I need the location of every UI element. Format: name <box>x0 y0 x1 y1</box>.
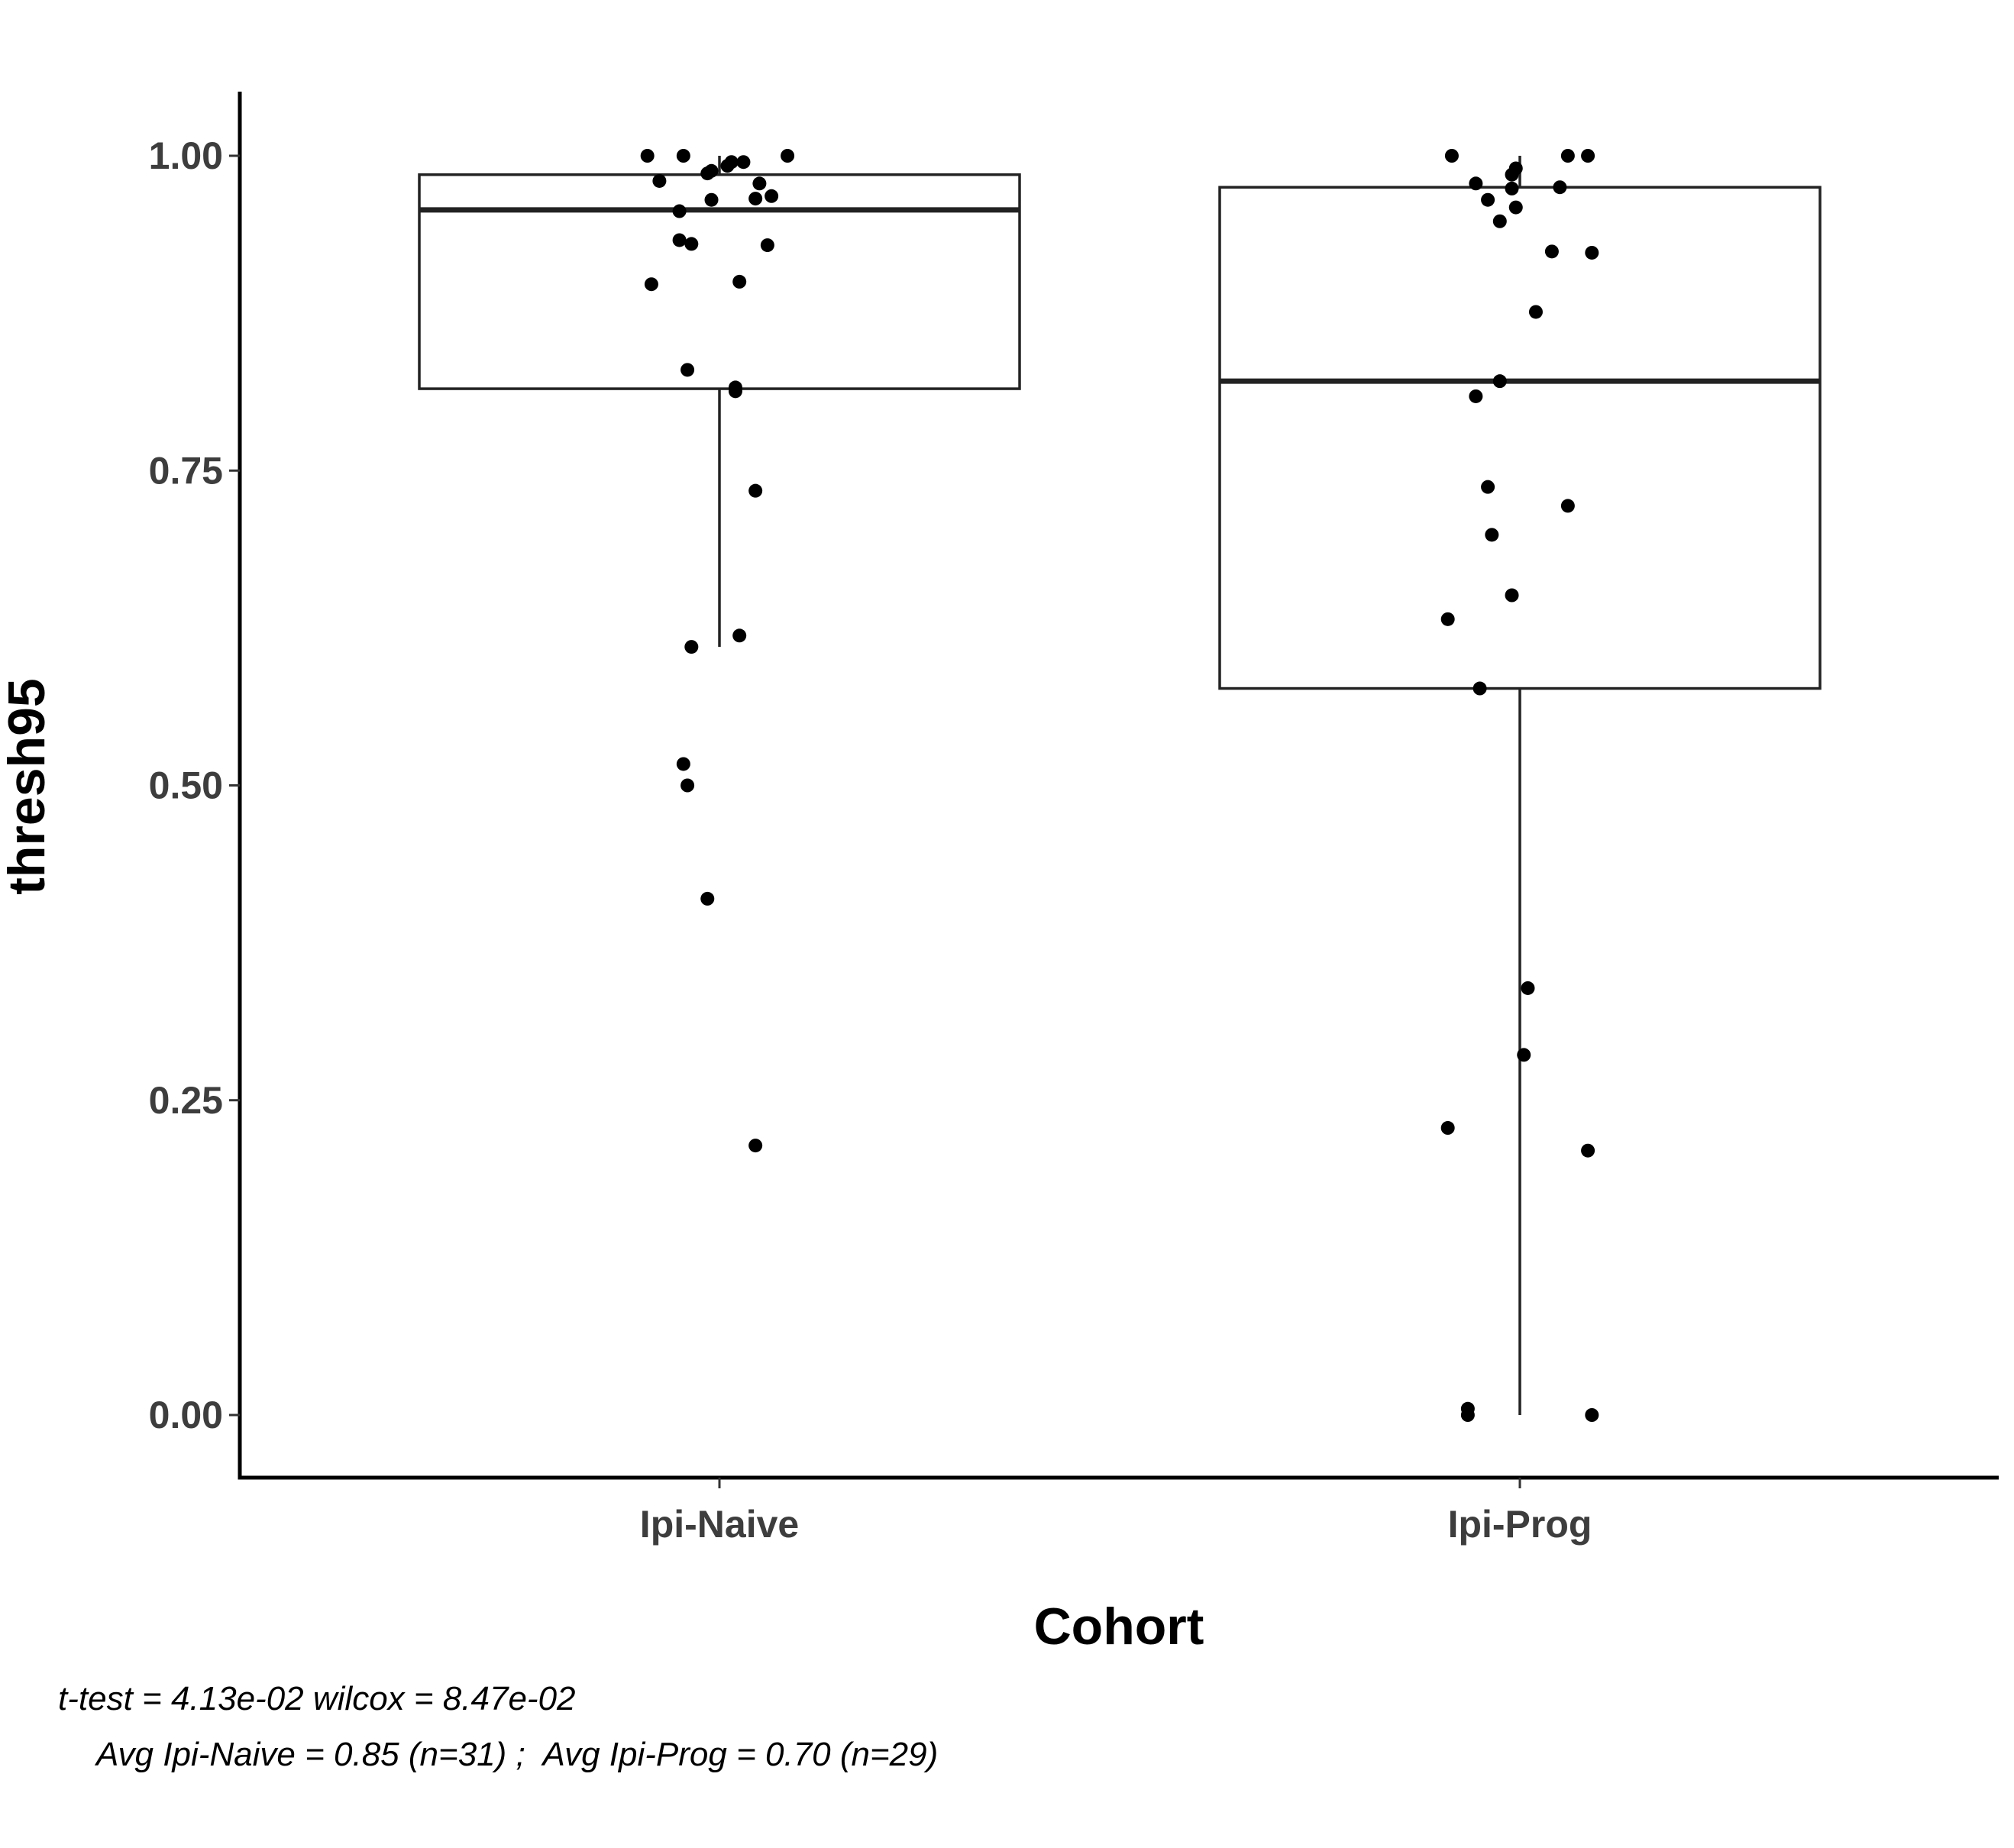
data-point <box>1528 305 1543 319</box>
data-point <box>700 891 715 906</box>
box-iqr <box>418 173 1021 390</box>
data-point <box>760 238 774 253</box>
data-point <box>1585 1408 1599 1422</box>
data-point <box>1505 167 1519 182</box>
data-point <box>644 277 658 292</box>
data-point <box>1553 180 1567 195</box>
data-point <box>1485 528 1499 542</box>
data-point <box>1473 681 1487 696</box>
data-point <box>765 189 779 203</box>
data-point <box>684 640 699 654</box>
data-point <box>1460 1408 1475 1422</box>
data-point <box>748 483 763 498</box>
data-point <box>1469 389 1483 403</box>
data-point <box>1560 149 1575 163</box>
data-point <box>720 159 735 173</box>
data-point <box>672 233 687 247</box>
y-tick-label: 0.75 <box>149 449 223 492</box>
data-point <box>680 363 695 377</box>
data-point <box>732 274 747 289</box>
data-point <box>676 149 690 163</box>
data-point <box>728 384 742 399</box>
y-axis-title: thresh95 <box>0 678 56 894</box>
data-point <box>672 204 687 218</box>
data-point <box>736 155 751 170</box>
data-point <box>1517 1048 1531 1062</box>
y-tick-label: 0.25 <box>149 1079 223 1122</box>
data-point <box>700 166 715 181</box>
box-iqr <box>1218 186 1822 690</box>
x-tick-label: Ipi-Naive <box>640 1503 799 1546</box>
data-point <box>748 192 763 206</box>
stats-caption-line-1: t-test = 4.13e-02 wilcox = 8.47e-02 <box>58 1680 576 1717</box>
data-point <box>748 1139 763 1153</box>
data-point <box>1440 1121 1455 1136</box>
data-point <box>1481 192 1495 207</box>
data-point <box>676 757 690 771</box>
box-Ipi-Naive <box>418 156 1021 648</box>
data-point <box>1444 149 1459 163</box>
data-point <box>680 778 695 793</box>
data-point <box>1581 149 1595 163</box>
data-point <box>640 149 655 163</box>
axes-layer: 0.00 0.25 0.50 0.75 1.00 Ipi-Naive Ipi-Prog <box>149 92 1999 1546</box>
data-point <box>1505 181 1519 195</box>
data-point <box>704 192 719 207</box>
data-point <box>732 628 747 643</box>
x-axis-title: Cohort <box>1034 1598 1204 1656</box>
data-point <box>1481 480 1495 494</box>
points-layer <box>640 149 1599 1422</box>
y-tick-label: 0.50 <box>149 764 223 807</box>
data-point <box>1505 588 1519 603</box>
data-point <box>752 176 767 191</box>
data-point <box>1492 214 1507 228</box>
y-tick-label: 1.00 <box>149 134 223 177</box>
data-point <box>1581 1143 1595 1158</box>
data-point <box>684 237 699 251</box>
data-point <box>652 173 667 188</box>
y-tick-label: 0.00 <box>149 1394 223 1436</box>
boxes-layer <box>418 156 1822 1415</box>
data-point <box>1585 245 1599 260</box>
box-Ipi-Prog <box>1218 156 1822 1415</box>
data-point <box>1508 200 1523 215</box>
data-point <box>781 149 795 163</box>
stats-caption-line-2: Avg Ipi-Naive = 0.85 (n=31) ; Avg Ipi-Pr… <box>96 1736 939 1773</box>
data-point <box>1521 981 1535 995</box>
data-point <box>1469 176 1483 191</box>
data-point <box>1560 499 1575 513</box>
data-point <box>1492 374 1507 389</box>
data-point <box>1544 244 1559 259</box>
data-point <box>1440 612 1455 626</box>
x-tick-label: Ipi-Prog <box>1448 1503 1592 1546</box>
